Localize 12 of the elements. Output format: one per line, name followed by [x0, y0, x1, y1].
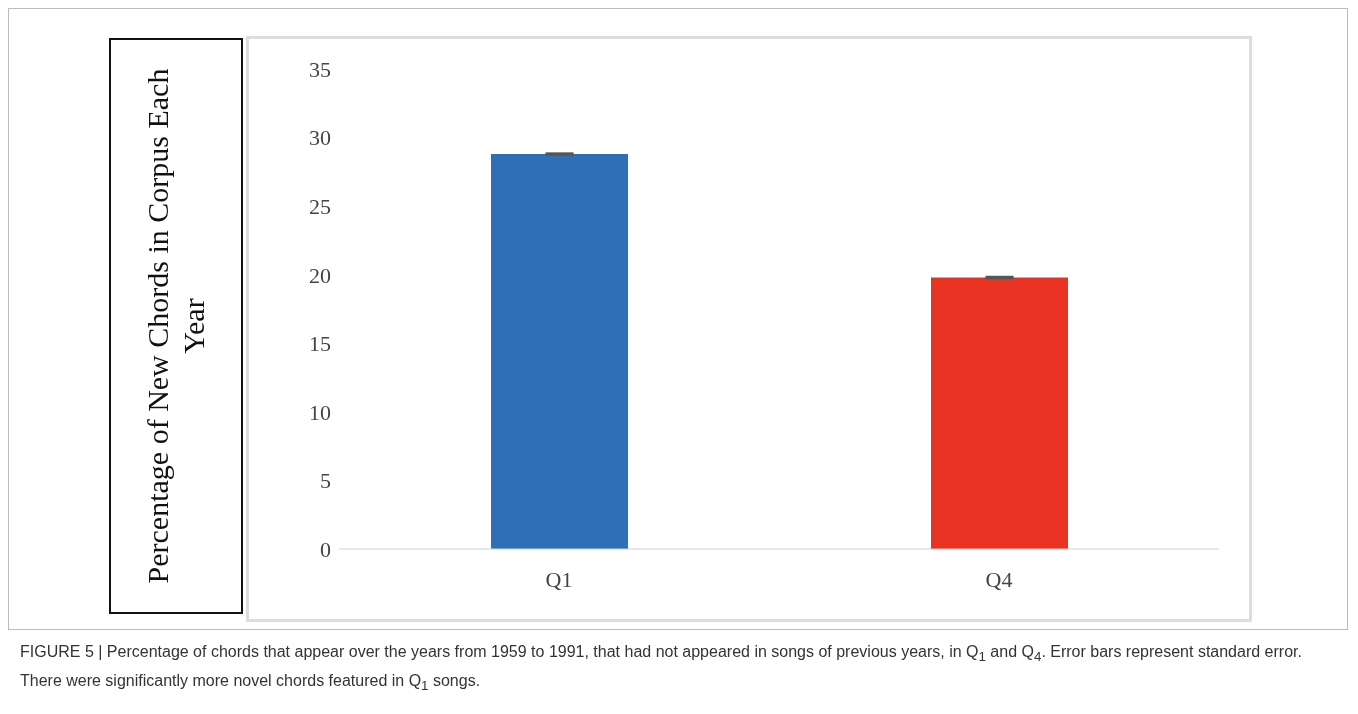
text: FIGURE 5 | Percentage of chords that appear over the years from 1959 to 1991, that had not appeared in songs of previous years, in Q$_{1}$ and Q$_{4}$. Error bars represent standard error. There were significantly more novel chords featured in Q$_{1}$ songs.: [20, 643, 1302, 694]
y-tick-label: 10: [309, 399, 331, 425]
y-axis-title: Percentage of New Chords in Corpus Each Year: [140, 67, 211, 586]
y-tick-label: 20: [309, 262, 331, 288]
y-tick-label: 15: [309, 331, 331, 357]
x-tick-label: Q1: [545, 566, 573, 592]
y-tick-label: 35: [309, 56, 331, 82]
x-tick-label: Q4: [985, 566, 1013, 592]
y-tick-label: 0: [320, 536, 331, 562]
y-tick-label: 25: [309, 193, 331, 219]
y-tick-label: 30: [309, 125, 331, 151]
y-tick-label: 5: [320, 468, 331, 494]
